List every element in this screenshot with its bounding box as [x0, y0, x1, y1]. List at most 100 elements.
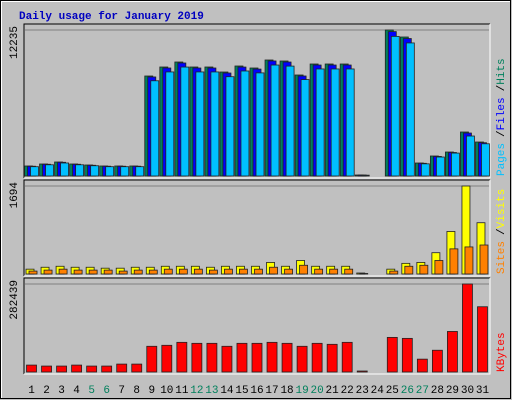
- bar: [477, 306, 488, 373]
- bar: [193, 268, 203, 275]
- x-tick-label: 16: [250, 385, 263, 397]
- bar: [389, 270, 399, 275]
- bar: [284, 268, 293, 275]
- bar: [479, 244, 489, 275]
- bar: [481, 143, 490, 177]
- bar: [401, 337, 413, 373]
- bar: [299, 264, 308, 275]
- bar: [285, 65, 295, 177]
- bar: [435, 156, 445, 177]
- bar: [356, 370, 368, 373]
- x-tick-label: 5: [88, 385, 95, 397]
- bar: [133, 269, 143, 275]
- bar: [326, 343, 338, 373]
- y-tick-label: 282439: [9, 280, 21, 320]
- bar: [330, 68, 340, 177]
- bar: [161, 344, 173, 373]
- x-tick-label: 28: [431, 385, 444, 397]
- bar: [210, 71, 220, 177]
- x-tick-label: 20: [311, 385, 324, 397]
- x-tick-label: 21: [326, 385, 340, 397]
- bar: [266, 341, 278, 373]
- legend-entry: Files: [496, 97, 508, 130]
- bar: [45, 164, 54, 177]
- panel-bevel: [23, 179, 490, 276]
- x-tick-label: 14: [220, 385, 234, 397]
- bar: [251, 342, 263, 373]
- x-tick-label: 3: [58, 385, 65, 397]
- bar: [163, 268, 173, 275]
- bar: [150, 80, 160, 177]
- bar: [180, 66, 190, 177]
- bar: [239, 268, 248, 275]
- bar: [120, 166, 130, 177]
- legend-entry: Visits: [496, 189, 508, 229]
- bar: [464, 246, 474, 275]
- bar: [449, 248, 459, 275]
- bar: [419, 264, 429, 275]
- bar: [420, 163, 430, 177]
- bar: [341, 341, 353, 373]
- bar: [26, 364, 37, 373]
- bar: [345, 68, 355, 177]
- legend-separator: /: [496, 130, 508, 137]
- bar: [86, 365, 98, 373]
- bar: [296, 345, 308, 373]
- x-tick-label: 19: [295, 385, 308, 397]
- bar: [71, 364, 83, 373]
- bar: [466, 135, 475, 177]
- x-tick-label: 17: [265, 385, 278, 397]
- legend-separator: /: [496, 228, 508, 235]
- legend: KBytes: [496, 332, 508, 372]
- bar: [58, 268, 68, 275]
- bar: [28, 270, 38, 275]
- x-tick-label: 23: [356, 385, 369, 397]
- legend-separator: /: [496, 85, 508, 92]
- x-tick-label: 29: [446, 385, 459, 397]
- bar: [116, 363, 128, 373]
- bar: [224, 268, 233, 275]
- legend-entry: Pages: [496, 143, 508, 176]
- bar: [131, 363, 143, 373]
- bar: [315, 68, 325, 177]
- bar: [404, 265, 414, 275]
- x-tick-label: 9: [148, 385, 155, 397]
- bar: [118, 270, 128, 275]
- panel-bevel: [24, 180, 491, 277]
- bar: [359, 273, 369, 275]
- bar: [434, 260, 444, 275]
- bar: [146, 345, 158, 373]
- bar: [255, 72, 265, 177]
- bar: [73, 269, 83, 275]
- bar: [30, 166, 39, 177]
- x-tick-label: 25: [386, 385, 399, 397]
- bar: [221, 345, 233, 373]
- x-tick-label: 15: [235, 385, 248, 397]
- bar: [148, 269, 158, 275]
- bar: [236, 342, 248, 373]
- x-tick-label: 27: [416, 385, 429, 397]
- bar: [195, 71, 205, 177]
- legend: Pages/Files/Hits: [496, 58, 508, 176]
- x-tick-label: 26: [401, 385, 414, 397]
- bar: [390, 35, 400, 177]
- bar: [206, 342, 218, 373]
- x-tick-label: 31: [476, 385, 490, 397]
- legend-entry: Hits: [496, 58, 508, 84]
- x-tick-label: 18: [280, 385, 293, 397]
- bar: [405, 42, 415, 177]
- panel-bevel: [23, 23, 490, 178]
- x-tick-label: 11: [175, 385, 189, 397]
- x-tick-label: 12: [190, 385, 203, 397]
- x-tick-label: 13: [205, 385, 218, 397]
- bar: [311, 342, 323, 373]
- bar: [300, 79, 310, 177]
- x-tick-label: 6: [103, 385, 110, 397]
- bar: [360, 174, 370, 177]
- legend-entry: KBytes: [496, 332, 508, 372]
- bar: [269, 266, 278, 275]
- bar: [60, 162, 69, 177]
- bar: [314, 268, 324, 275]
